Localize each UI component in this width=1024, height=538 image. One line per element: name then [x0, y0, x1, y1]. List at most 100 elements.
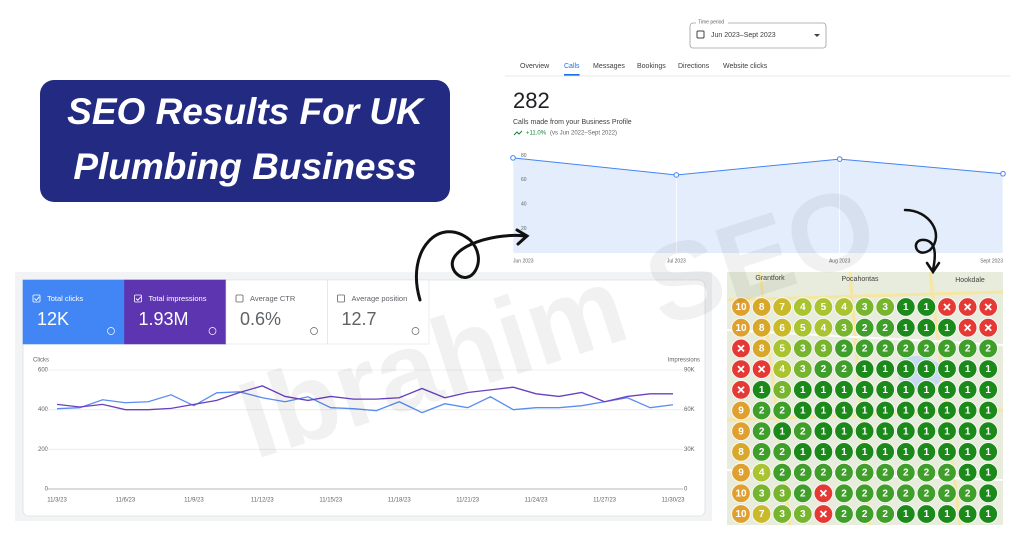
rank-pin[interactable] — [916, 462, 937, 483]
rank-pin[interactable] — [772, 359, 792, 379]
rank-pin[interactable] — [957, 380, 978, 400]
rank-pin[interactable] — [751, 380, 772, 400]
rank-pin[interactable] — [937, 442, 957, 462]
rank-pin[interactable] — [834, 318, 854, 338]
rank-pin[interactable] — [937, 338, 957, 359]
rank-pin[interactable] — [937, 380, 957, 400]
rank-pin[interactable] — [813, 421, 834, 441]
rank-pin[interactable] — [875, 462, 895, 483]
rank-pin[interactable] — [875, 297, 895, 317]
tab[interactable]: Calls — [564, 63, 580, 70]
rank-pin[interactable] — [896, 442, 916, 462]
rank-pin[interactable] — [793, 483, 813, 504]
rank-pin[interactable] — [751, 297, 772, 317]
rank-pin[interactable] — [978, 462, 998, 483]
rank-pin[interactable] — [978, 442, 998, 462]
rank-pin[interactable] — [937, 483, 957, 504]
rank-pin[interactable] — [875, 504, 895, 524]
rank-pin[interactable] — [813, 442, 834, 462]
rank-pin[interactable] — [793, 442, 813, 462]
rank-pin[interactable] — [896, 297, 916, 317]
rank-pin[interactable] — [854, 338, 875, 359]
rank-pin[interactable] — [731, 297, 751, 317]
rank-pin[interactable] — [751, 400, 772, 421]
rank-pin[interactable] — [793, 462, 813, 483]
rank-pin[interactable] — [978, 400, 998, 421]
tab[interactable]: Overview — [520, 63, 550, 70]
rank-pin[interactable] — [772, 338, 792, 359]
rank-pin[interactable] — [937, 400, 957, 421]
rank-pin[interactable] — [957, 338, 978, 359]
rank-pin[interactable] — [916, 359, 937, 379]
rank-pin[interactable] — [793, 421, 813, 441]
metric-tile[interactable] — [327, 279, 430, 345]
rank-pin[interactable] — [813, 318, 834, 338]
rank-pin[interactable] — [772, 442, 792, 462]
rank-pin[interactable] — [731, 442, 751, 462]
rank-pin[interactable] — [937, 421, 957, 441]
rank-pin[interactable] — [916, 442, 937, 462]
rank-pin[interactable] — [854, 318, 875, 338]
rank-pin[interactable] — [854, 421, 875, 441]
rank-pin[interactable] — [751, 318, 772, 338]
rank-pin[interactable] — [875, 380, 895, 400]
rank-pin[interactable] — [875, 338, 895, 359]
rank-pin[interactable] — [957, 421, 978, 441]
rank-pin[interactable] — [978, 359, 998, 379]
rank-pin[interactable] — [978, 421, 998, 441]
rank-pin[interactable] — [957, 483, 978, 504]
checkbox[interactable] — [32, 294, 41, 303]
rank-pin[interactable] — [772, 380, 792, 400]
rank-pin[interactable] — [731, 504, 751, 524]
rank-pin[interactable] — [896, 421, 916, 441]
rank-pin[interactable] — [978, 380, 998, 400]
rank-pin[interactable] — [957, 359, 978, 379]
tab[interactable]: Messages — [593, 63, 625, 70]
rank-pin[interactable] — [772, 318, 792, 338]
rank-pin[interactable] — [916, 504, 937, 524]
rank-pin[interactable] — [957, 442, 978, 462]
rank-pin[interactable] — [875, 442, 895, 462]
rank-pin[interactable] — [772, 483, 792, 504]
rank-pin[interactable] — [854, 380, 875, 400]
time-period-select[interactable] — [689, 22, 827, 49]
rank-pin[interactable] — [751, 483, 772, 504]
rank-pin[interactable] — [793, 338, 813, 359]
metric-tile[interactable] — [22, 279, 125, 345]
rank-pin[interactable] — [854, 297, 875, 317]
checkbox[interactable] — [235, 294, 244, 303]
rank-pin[interactable] — [875, 421, 895, 441]
rank-pin[interactable] — [834, 442, 854, 462]
rank-pin[interactable] — [813, 400, 834, 421]
rank-pin[interactable] — [751, 442, 772, 462]
rank-pin[interactable] — [854, 442, 875, 462]
rank-pin[interactable] — [813, 359, 834, 379]
rank-pin[interactable] — [772, 462, 792, 483]
rank-pin[interactable] — [813, 297, 834, 317]
rank-pin[interactable] — [834, 297, 854, 317]
rank-pin[interactable] — [834, 400, 854, 421]
rank-pin[interactable] — [834, 380, 854, 400]
rank-pin[interactable] — [731, 462, 751, 483]
rank-pin[interactable] — [896, 318, 916, 338]
rank-pin[interactable] — [916, 380, 937, 400]
tab[interactable]: Directions — [678, 63, 710, 70]
rank-pin[interactable] — [772, 400, 792, 421]
rank-pin[interactable] — [978, 338, 998, 359]
rank-pin[interactable] — [896, 462, 916, 483]
rank-pin[interactable] — [957, 504, 978, 524]
rank-pin[interactable] — [793, 359, 813, 379]
tab[interactable]: Bookings — [637, 63, 666, 70]
rank-pin[interactable] — [834, 338, 854, 359]
rank-pin[interactable] — [772, 421, 792, 441]
rank-pin[interactable] — [731, 400, 751, 421]
rank-pin[interactable] — [875, 483, 895, 504]
rank-pin[interactable] — [772, 504, 792, 524]
rank-pin[interactable] — [896, 359, 916, 379]
rank-pin[interactable] — [916, 400, 937, 421]
rank-pin[interactable] — [793, 380, 813, 400]
rank-pin[interactable] — [793, 504, 813, 524]
checkbox[interactable] — [337, 294, 345, 303]
rank-pin[interactable] — [978, 483, 998, 504]
rank-pin[interactable] — [916, 483, 937, 504]
